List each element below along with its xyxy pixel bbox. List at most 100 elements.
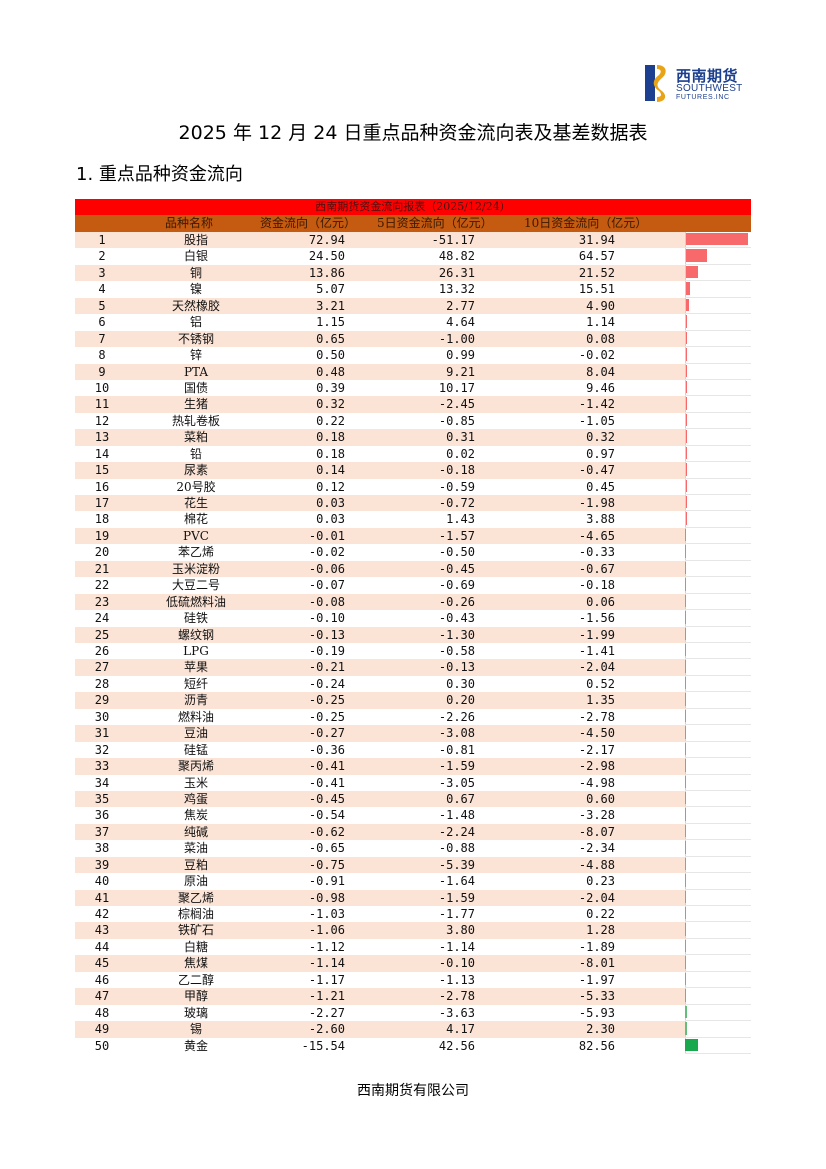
row-flow-10d: -0.18 [578,578,615,593]
databar-cell [685,741,751,759]
row-name: 豆粕 [183,857,208,872]
row-flow-5d: -1.59 [438,890,475,905]
row-flow-5d: -1.30 [438,627,475,642]
row-name: 白糖 [183,939,208,954]
row-name: 豆油 [183,726,208,741]
row-rank: 10 [94,380,110,395]
databar-axis [685,264,686,281]
row-flow-10d: -1.56 [578,611,615,626]
header-flow-5d: 5日资金流向（亿元） [377,216,493,230]
row-flow-10d: 8.04 [586,364,615,379]
row-rank: 48 [94,1005,110,1020]
row-flow: 0.12 [316,479,345,494]
databar-cell [685,593,751,611]
row-rank: 35 [94,791,110,806]
row-flow-5d: -3.05 [438,775,475,790]
table-row: 6 铝 1.15 4.64 1.14 [75,314,751,331]
row-name: PTA [183,364,209,379]
row-flow-10d: -2.04 [578,660,615,675]
row-flow: -1.12 [308,939,345,954]
table-row: 2 白银 24.50 48.82 64.57 [75,248,751,265]
databar-cell [685,412,751,430]
row-flow-10d: -2.04 [578,890,615,905]
logo-english-suffix: FUTURES.INC [676,94,730,101]
table-row: 17 花生 0.03 -0.72 -1.98 [75,495,751,512]
row-name: 玉米 [183,775,208,790]
row-flow: -0.07 [308,578,345,593]
databar-cell [685,429,751,446]
databar-axis [685,281,686,297]
row-rank: 27 [94,660,110,675]
databar-axis [685,297,686,314]
table-row: 13 菜粕 0.18 0.31 0.32 [75,429,751,446]
row-rank: 30 [94,709,110,724]
databar-cell [685,544,751,561]
row-flow: -1.21 [308,989,345,1004]
table-row: 26 LPG -0.19 -0.58 -1.41 [75,643,751,660]
row-name: 甲醇 [183,989,208,1004]
databar [685,956,687,969]
row-flow: -1.14 [308,956,345,971]
databar-cell [685,807,751,824]
logo-chinese-name: 西南期货 [676,67,739,85]
row-rank: 13 [94,430,110,445]
table-row: 45 焦煤 -1.14 -0.10 -8.01 [75,955,751,972]
databar-axis [685,511,686,527]
databar-cell [685,906,751,923]
table-row: 27 苹果 -0.21 -0.13 -2.04 [75,659,751,676]
table-row: 32 硅锰 -0.36 -0.81 -2.17 [75,741,751,759]
table-row: 18 棉花 0.03 1.43 3.88 [75,511,751,528]
databar-axis [685,478,686,495]
databar [686,463,688,476]
row-name: 硅锰 [183,742,208,757]
databar [685,890,687,904]
table-row: 36 焦炭 -0.54 -1.48 -3.28 [75,807,751,824]
table-row: 23 低硫燃料油 -0.08 -0.26 0.06 [75,593,751,611]
row-flow-10d: 0.06 [586,594,615,609]
row-flow: -2.60 [308,1022,345,1037]
databar [685,693,687,706]
row-name: 焦炭 [183,808,208,823]
databar-cell [685,314,751,331]
row-name: 天然橡胶 [171,298,220,313]
databar [686,397,688,410]
row-name: 花生 [183,496,208,511]
row-flow: 24.50 [308,249,345,264]
row-name: 玉米淀粉 [171,561,220,576]
row-flow-10d: -2.17 [578,742,615,757]
databar-axis [685,347,686,363]
databar [686,298,689,312]
row-name: 生猪 [183,397,208,412]
databar [686,348,688,361]
databar-cell [685,675,751,693]
row-flow: -0.91 [308,874,345,889]
row-rank: 36 [94,808,110,823]
table-row: 50 黄金 -15.54 42.56 82.56 [75,1037,751,1054]
table-row: 19 PVC -0.01 -1.57 -4.65 [75,527,751,545]
row-flow-5d: -0.10 [438,956,475,971]
row-flow-5d: -5.39 [438,857,475,872]
row-flow-5d: -0.59 [438,479,475,494]
table-header-row: 品种名称 资金流向（亿元） 5日资金流向（亿元） 10日资金流向（亿元） [75,215,751,232]
databar [686,249,707,262]
row-flow-5d: -0.58 [438,644,475,658]
table-row: 4 镍 5.07 13.32 15.51 [75,281,751,298]
row-flow-10d: -2.78 [578,709,615,724]
row-flow-10d: -1.41 [578,644,615,658]
row-flow-5d: 0.02 [446,446,475,461]
row-flow: -0.08 [308,594,345,609]
row-flow-10d: -3.28 [578,808,615,823]
databar [685,989,687,1002]
databar-cell [685,774,751,791]
databar-cell [685,396,751,413]
table-row: 39 豆粕 -0.75 -5.39 -4.88 [75,856,751,874]
row-flow-10d: 15.51 [578,282,615,297]
row-flow-5d: -0.13 [438,660,475,675]
databar-axis [685,379,686,396]
row-flow-10d: 0.22 [586,907,615,922]
row-flow-5d: -1.14 [438,939,475,954]
databar [685,561,687,575]
databar [685,939,687,953]
row-rank: 40 [94,874,110,889]
header-flow: 资金流向（亿元） [260,216,357,230]
